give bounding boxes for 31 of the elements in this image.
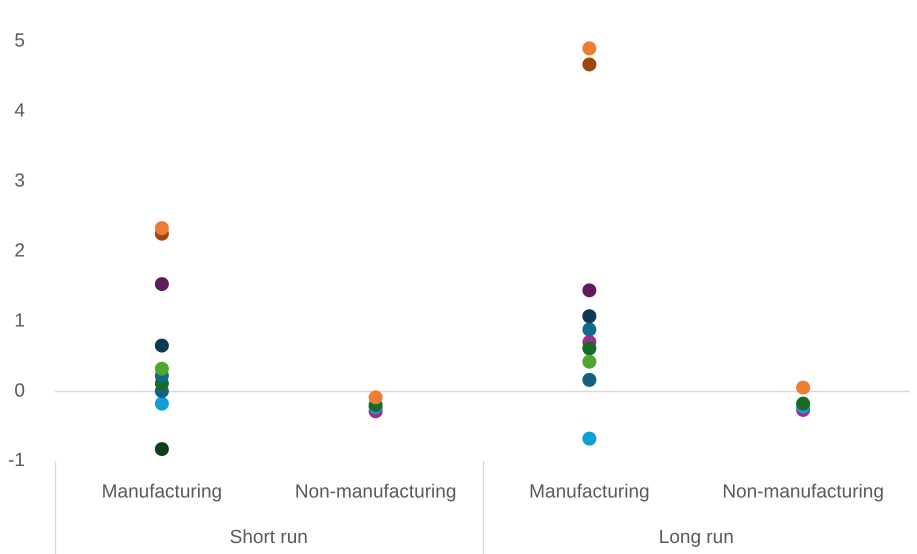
point (796, 396, 810, 411)
point (582, 432, 596, 446)
y-tick-label: 5 (14, 30, 25, 52)
point (582, 322, 596, 337)
point (582, 283, 596, 298)
y-tick-label: 1 (14, 310, 25, 332)
y-tick-label: 4 (14, 100, 26, 122)
point (582, 309, 596, 324)
point (796, 380, 810, 395)
x-tick-label: Non-manufacturing (294, 482, 456, 503)
point (154, 221, 169, 236)
x-tick-label: Manufacturing (529, 482, 650, 503)
y-tick-label: -1 (8, 450, 25, 472)
x-tick-label: Manufacturing (102, 482, 222, 503)
point (582, 341, 596, 356)
y-tick-label: 2 (14, 240, 25, 262)
point (154, 362, 169, 376)
point (154, 338, 169, 353)
point (582, 41, 596, 56)
point (582, 57, 596, 72)
point (154, 442, 169, 456)
text: Long run (658, 527, 734, 548)
text: Short run (230, 527, 308, 548)
point (368, 390, 383, 404)
point (154, 277, 169, 292)
x-tick-label: Non-manufacturing (722, 482, 884, 503)
point (582, 372, 596, 387)
point (582, 354, 596, 369)
y-tick-label: 0 (14, 380, 25, 402)
point (154, 396, 169, 411)
y-tick-label: 3 (14, 170, 25, 192)
